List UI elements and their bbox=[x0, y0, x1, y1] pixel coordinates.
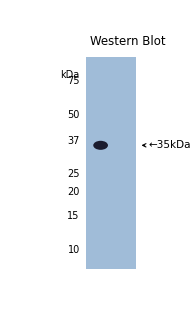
Text: Western Blot: Western Blot bbox=[90, 35, 166, 48]
Text: 10: 10 bbox=[67, 245, 80, 255]
Text: 37: 37 bbox=[67, 136, 80, 146]
Text: 15: 15 bbox=[67, 211, 80, 221]
Text: 50: 50 bbox=[67, 110, 80, 121]
Text: kDa: kDa bbox=[60, 70, 80, 80]
Text: ←35kDa: ←35kDa bbox=[149, 140, 190, 150]
Ellipse shape bbox=[93, 141, 108, 150]
Text: 25: 25 bbox=[67, 168, 80, 179]
Text: 75: 75 bbox=[67, 76, 80, 87]
Bar bbox=[86, 57, 136, 269]
Text: 20: 20 bbox=[67, 187, 80, 197]
